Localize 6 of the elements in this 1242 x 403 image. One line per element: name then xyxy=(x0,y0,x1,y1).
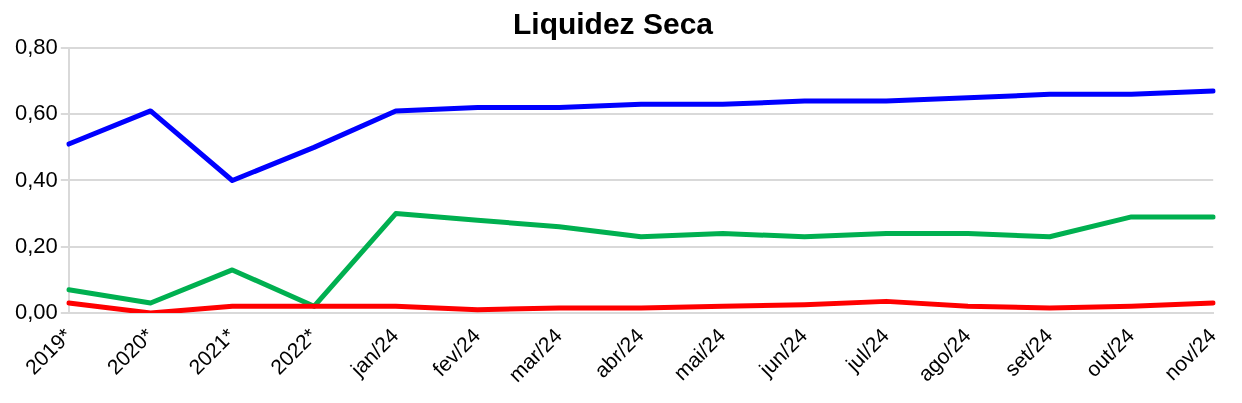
y-tick-label: 0,80 xyxy=(14,34,58,60)
y-tick-label: 0,60 xyxy=(14,100,58,126)
chart-title: Liquidez Seca xyxy=(512,7,714,41)
y-tick-label: 0,00 xyxy=(14,299,58,325)
y-tick-label: 0,20 xyxy=(14,232,58,258)
y-tick-label: 0,40 xyxy=(14,166,58,192)
